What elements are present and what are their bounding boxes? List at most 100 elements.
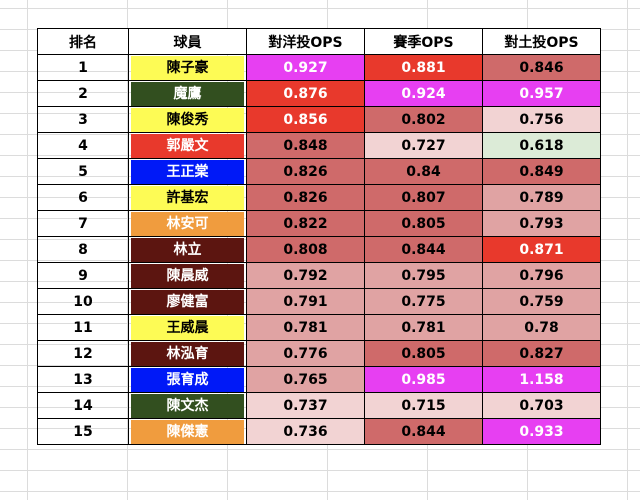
player-name: 王正棠 xyxy=(131,159,244,184)
player-name-cell[interactable]: 陳文杰 xyxy=(128,392,247,419)
vs-local-pitcher-ops-cell[interactable]: 0.789 xyxy=(482,184,601,211)
vs-local-pitcher-ops-cell[interactable]: 0.957 xyxy=(482,80,601,107)
player-name: 林安可 xyxy=(131,211,244,236)
table-row: 3 陳俊秀 0.856 0.802 0.756 xyxy=(37,106,601,133)
table-row: 9 陳晨威 0.792 0.795 0.796 xyxy=(37,262,601,289)
vs-local-pitcher-ops-cell[interactable]: 0.78 xyxy=(482,314,601,341)
season-ops-cell[interactable]: 0.985 xyxy=(364,366,483,393)
ops-table: 排名 球員 對洋投OPS 賽季OPS 對土投OPS 1 陳子豪 0.927 0.881… xyxy=(37,28,601,445)
season-ops-cell[interactable]: 0.802 xyxy=(364,106,483,133)
vs-local-pitcher-ops-cell[interactable]: 1.158 xyxy=(482,366,601,393)
vs-local-pitcher-ops-cell[interactable]: 0.846 xyxy=(482,54,601,81)
rank-cell[interactable]: 8 xyxy=(37,236,129,263)
player-name-cell[interactable]: 林泓育 xyxy=(128,340,247,367)
vs-foreign-pitcher-ops-cell[interactable]: 0.876 xyxy=(246,80,365,107)
vs-foreign-pitcher-ops-cell[interactable]: 0.736 xyxy=(246,418,365,445)
rank-cell[interactable]: 11 xyxy=(37,314,129,341)
header-season-ops[interactable]: 賽季OPS xyxy=(364,28,483,55)
vs-local-pitcher-ops-cell[interactable]: 0.796 xyxy=(482,262,601,289)
table-row: 14 陳文杰 0.737 0.715 0.703 xyxy=(37,392,601,419)
vs-local-pitcher-ops-cell[interactable]: 0.618 xyxy=(482,132,601,159)
header-rank[interactable]: 排名 xyxy=(37,28,129,55)
vs-foreign-pitcher-ops-cell[interactable]: 0.765 xyxy=(246,366,365,393)
player-name-cell[interactable]: 陳傑憲 xyxy=(128,418,247,445)
rank-cell[interactable]: 13 xyxy=(37,366,129,393)
player-name: 王威晨 xyxy=(131,315,244,340)
vs-foreign-pitcher-ops-cell[interactable]: 0.737 xyxy=(246,392,365,419)
vs-local-pitcher-ops-cell[interactable]: 0.933 xyxy=(482,418,601,445)
player-name-cell[interactable]: 林安可 xyxy=(128,210,247,237)
header-vs-foreign-pitcher-ops[interactable]: 對洋投OPS xyxy=(246,28,365,55)
season-ops-cell[interactable]: 0.844 xyxy=(364,236,483,263)
player-name: 陳晨威 xyxy=(131,263,244,288)
vs-foreign-pitcher-ops-cell[interactable]: 0.826 xyxy=(246,184,365,211)
season-ops-cell[interactable]: 0.807 xyxy=(364,184,483,211)
table-row: 2 魔鷹 0.876 0.924 0.957 xyxy=(37,80,601,107)
vs-local-pitcher-ops-cell[interactable]: 0.871 xyxy=(482,236,601,263)
rank-cell[interactable]: 6 xyxy=(37,184,129,211)
season-ops-cell[interactable]: 0.805 xyxy=(364,340,483,367)
player-name-cell[interactable]: 郭嚴文 xyxy=(128,132,247,159)
rank-cell[interactable]: 4 xyxy=(37,132,129,159)
vs-local-pitcher-ops-cell[interactable]: 0.703 xyxy=(482,392,601,419)
player-name-cell[interactable]: 陳晨威 xyxy=(128,262,247,289)
vs-local-pitcher-ops-cell[interactable]: 0.793 xyxy=(482,210,601,237)
rank-cell[interactable]: 15 xyxy=(37,418,129,445)
player-name: 林泓育 xyxy=(131,341,244,366)
player-name: 魔鷹 xyxy=(131,81,244,106)
rank-cell[interactable]: 9 xyxy=(37,262,129,289)
season-ops-cell[interactable]: 0.924 xyxy=(364,80,483,107)
vs-local-pitcher-ops-cell[interactable]: 0.759 xyxy=(482,288,601,315)
player-name-cell[interactable]: 張育成 xyxy=(128,366,247,393)
player-name: 陳傑憲 xyxy=(131,419,244,444)
rank-cell[interactable]: 2 xyxy=(37,80,129,107)
player-name-cell[interactable]: 陳俊秀 xyxy=(128,106,247,133)
vs-local-pitcher-ops-cell[interactable]: 0.849 xyxy=(482,158,601,185)
season-ops-cell[interactable]: 0.881 xyxy=(364,54,483,81)
player-name-cell[interactable]: 許基宏 xyxy=(128,184,247,211)
season-ops-cell[interactable]: 0.781 xyxy=(364,314,483,341)
season-ops-cell[interactable]: 0.727 xyxy=(364,132,483,159)
vs-foreign-pitcher-ops-cell[interactable]: 0.826 xyxy=(246,158,365,185)
vs-foreign-pitcher-ops-cell[interactable]: 0.776 xyxy=(246,340,365,367)
player-name-cell[interactable]: 王正棠 xyxy=(128,158,247,185)
season-ops-cell[interactable]: 0.84 xyxy=(364,158,483,185)
player-name-cell[interactable]: 廖健富 xyxy=(128,288,247,315)
season-ops-cell[interactable]: 0.805 xyxy=(364,210,483,237)
table-row: 12 林泓育 0.776 0.805 0.827 xyxy=(37,340,601,367)
season-ops-cell[interactable]: 0.795 xyxy=(364,262,483,289)
table-row: 15 陳傑憲 0.736 0.844 0.933 xyxy=(37,418,601,445)
rank-cell[interactable]: 5 xyxy=(37,158,129,185)
player-name-cell[interactable]: 陳子豪 xyxy=(128,54,247,81)
season-ops-cell[interactable]: 0.715 xyxy=(364,392,483,419)
vs-foreign-pitcher-ops-cell[interactable]: 0.822 xyxy=(246,210,365,237)
header-vs-local-pitcher-ops[interactable]: 對土投OPS xyxy=(482,28,601,55)
rank-cell[interactable]: 3 xyxy=(37,106,129,133)
player-name: 廖健富 xyxy=(131,289,244,314)
table-row: 1 陳子豪 0.927 0.881 0.846 xyxy=(37,54,601,81)
rank-cell[interactable]: 14 xyxy=(37,392,129,419)
rank-cell[interactable]: 12 xyxy=(37,340,129,367)
vs-foreign-pitcher-ops-cell[interactable]: 0.927 xyxy=(246,54,365,81)
vs-foreign-pitcher-ops-cell[interactable]: 0.791 xyxy=(246,288,365,315)
vs-foreign-pitcher-ops-cell[interactable]: 0.856 xyxy=(246,106,365,133)
player-name: 陳文杰 xyxy=(131,393,244,418)
player-name-cell[interactable]: 魔鷹 xyxy=(128,80,247,107)
season-ops-cell[interactable]: 0.775 xyxy=(364,288,483,315)
season-ops-cell[interactable]: 0.844 xyxy=(364,418,483,445)
vs-foreign-pitcher-ops-cell[interactable]: 0.781 xyxy=(246,314,365,341)
vs-local-pitcher-ops-cell[interactable]: 0.827 xyxy=(482,340,601,367)
vs-foreign-pitcher-ops-cell[interactable]: 0.848 xyxy=(246,132,365,159)
table-row: 5 王正棠 0.826 0.84 0.849 xyxy=(37,158,601,185)
player-name: 陳子豪 xyxy=(131,55,244,80)
rank-cell[interactable]: 1 xyxy=(37,54,129,81)
vs-foreign-pitcher-ops-cell[interactable]: 0.808 xyxy=(246,236,365,263)
header-player[interactable]: 球員 xyxy=(128,28,247,55)
rank-cell[interactable]: 7 xyxy=(37,210,129,237)
player-name-cell[interactable]: 林立 xyxy=(128,236,247,263)
vs-foreign-pitcher-ops-cell[interactable]: 0.792 xyxy=(246,262,365,289)
vs-local-pitcher-ops-cell[interactable]: 0.756 xyxy=(482,106,601,133)
player-name-cell[interactable]: 王威晨 xyxy=(128,314,247,341)
rank-cell[interactable]: 10 xyxy=(37,288,129,315)
